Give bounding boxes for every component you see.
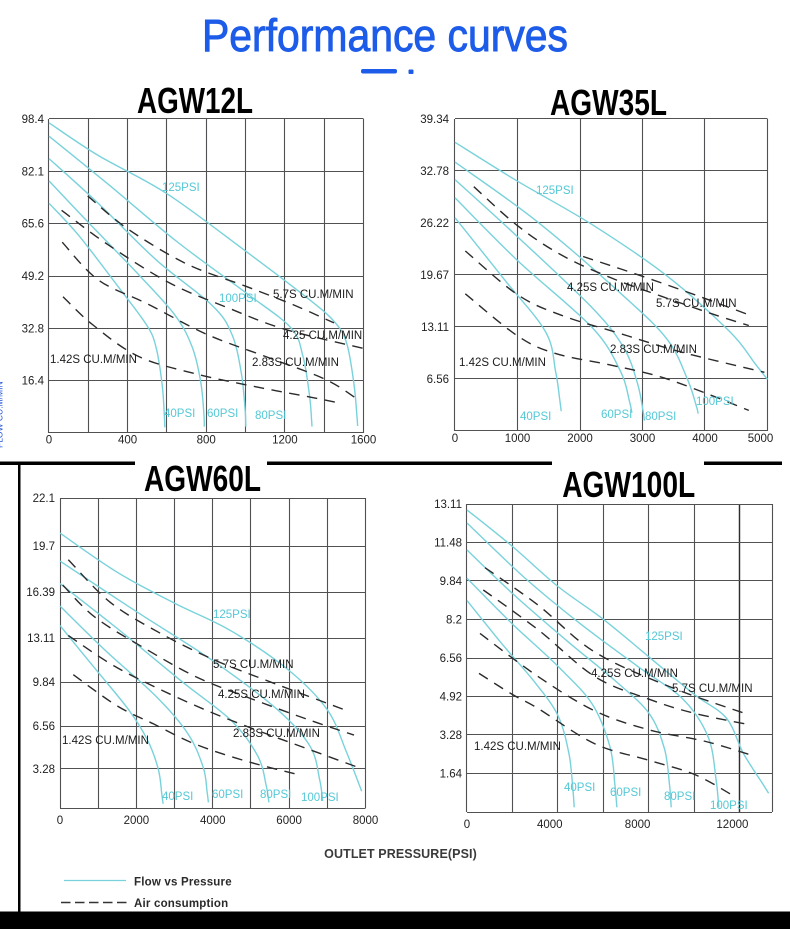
svg-text:100PSI: 100PSI (696, 396, 734, 408)
svg-text:12000: 12000 (716, 819, 748, 831)
svg-text:1.42S CU.M/MIN: 1.42S CU.M/MIN (459, 357, 546, 369)
svg-text:2000: 2000 (124, 815, 150, 827)
svg-text:80PSI: 80PSI (260, 789, 291, 801)
svg-text:60PSI: 60PSI (601, 409, 632, 421)
svg-text:2000: 2000 (567, 433, 593, 445)
svg-text:40PSI: 40PSI (162, 791, 193, 803)
svg-text:65.6: 65.6 (22, 219, 44, 231)
svg-text:6.56: 6.56 (440, 653, 462, 665)
svg-text:1200: 1200 (272, 435, 298, 447)
svg-text:3.28: 3.28 (33, 764, 55, 776)
svg-text:4000: 4000 (200, 815, 226, 827)
svg-text:AGW60L: AGW60L (144, 458, 261, 499)
svg-text:5.7S CU.M/MIN: 5.7S CU.M/MIN (273, 289, 354, 301)
svg-text:49.2: 49.2 (22, 271, 44, 283)
svg-text:4.92: 4.92 (440, 692, 462, 704)
svg-text:400: 400 (118, 435, 137, 447)
svg-text:40PSI: 40PSI (164, 408, 195, 420)
svg-text:19.67: 19.67 (420, 270, 449, 282)
svg-text:82.1: 82.1 (22, 166, 44, 178)
svg-text:4.25 CU.M/MIN: 4.25 CU.M/MIN (283, 330, 362, 342)
svg-text:AGW12L: AGW12L (137, 80, 253, 121)
svg-text:13.11: 13.11 (27, 633, 55, 645)
svg-text:13.11: 13.11 (421, 322, 449, 334)
svg-text:16.4: 16.4 (22, 376, 45, 388)
svg-text:4.25S CU.M/MIN: 4.25S CU.M/MIN (567, 282, 654, 294)
svg-text:Air consumption: Air consumption (134, 898, 228, 910)
svg-text:2.83S CU.M/MIN: 2.83S CU.M/MIN (252, 357, 339, 369)
svg-text:60PSI: 60PSI (610, 787, 641, 799)
svg-text:80PSI: 80PSI (645, 411, 676, 423)
svg-text:100PSI: 100PSI (710, 800, 748, 812)
svg-text:Flow vs Pressure: Flow vs Pressure (134, 877, 232, 889)
svg-text:8.2: 8.2 (446, 615, 462, 627)
svg-text:0: 0 (464, 819, 470, 831)
svg-text:1.42S CU.M/MIN: 1.42S CU.M/MIN (62, 735, 149, 747)
svg-text:39.34: 39.34 (420, 114, 449, 126)
svg-text:60PSI: 60PSI (212, 789, 243, 801)
svg-text:98.4: 98.4 (22, 114, 45, 126)
svg-text:1.42S CU.M/MIN: 1.42S CU.M/MIN (474, 741, 561, 753)
svg-text:100PSI: 100PSI (301, 792, 339, 804)
svg-text:1600: 1600 (351, 435, 377, 447)
svg-text:13.11: 13.11 (434, 499, 462, 511)
svg-text:0: 0 (57, 815, 63, 827)
svg-text:8000: 8000 (625, 819, 651, 831)
svg-text:125PSI: 125PSI (213, 609, 251, 621)
svg-text:80PSI: 80PSI (664, 791, 695, 803)
svg-text:32.8: 32.8 (22, 323, 44, 335)
svg-text:3.28: 3.28 (440, 730, 462, 742)
svg-text:5.7S CU.M/MIN: 5.7S CU.M/MIN (672, 683, 753, 695)
svg-text:0: 0 (452, 433, 458, 445)
svg-text:1.42S CU.M/MIN: 1.42S CU.M/MIN (50, 354, 137, 366)
svg-text:1.64: 1.64 (440, 769, 463, 781)
svg-text:4.25S CU.M/MIN: 4.25S CU.M/MIN (591, 668, 678, 680)
svg-text:19.7: 19.7 (33, 541, 55, 553)
svg-text:6.56: 6.56 (33, 721, 55, 733)
svg-text:4.25S CU.M/MIN: 4.25S CU.M/MIN (218, 689, 305, 701)
svg-text:4000: 4000 (537, 819, 563, 831)
svg-text:2.83S CU.M/MIN: 2.83S CU.M/MIN (233, 728, 320, 740)
svg-text:22.1: 22.1 (33, 493, 55, 505)
svg-text:5.7S CU.M/MIN: 5.7S CU.M/MIN (656, 298, 737, 310)
svg-text:5000: 5000 (748, 433, 774, 445)
svg-text:AGW35L: AGW35L (550, 82, 667, 123)
svg-text:3000: 3000 (630, 433, 656, 445)
svg-text:9.84: 9.84 (33, 677, 56, 689)
svg-text:80PSI: 80PSI (255, 410, 286, 422)
svg-text:40PSI: 40PSI (520, 411, 551, 423)
svg-text:125PSI: 125PSI (536, 185, 574, 197)
svg-text:32.78: 32.78 (420, 166, 449, 178)
svg-text:0: 0 (46, 435, 52, 447)
svg-text:8000: 8000 (353, 815, 379, 827)
svg-text:125PSI: 125PSI (162, 182, 200, 194)
svg-text:125PSI: 125PSI (645, 631, 683, 643)
svg-text:Performance curves: Performance curves (202, 10, 568, 61)
svg-text:AGW100L: AGW100L (562, 464, 695, 505)
svg-text:11.48: 11.48 (434, 538, 462, 550)
svg-text:1000: 1000 (505, 433, 531, 445)
svg-text:4000: 4000 (692, 433, 718, 445)
svg-text:2.83S CU.M/MIN: 2.83S CU.M/MIN (610, 344, 697, 356)
svg-text:FLOW CU.M/MIN: FLOW CU.M/MIN (0, 381, 5, 448)
svg-text:100PSI: 100PSI (219, 293, 257, 305)
svg-text:40PSI: 40PSI (564, 782, 595, 794)
svg-text:6.56: 6.56 (427, 374, 449, 386)
svg-text:5.7S CU.M/MIN: 5.7S CU.M/MIN (213, 659, 294, 671)
svg-text:6000: 6000 (276, 815, 302, 827)
svg-text:OUTLET PRESSURE(PSI): OUTLET PRESSURE(PSI) (324, 847, 477, 861)
svg-text:16.39: 16.39 (26, 587, 55, 599)
svg-text:60PSI: 60PSI (207, 408, 238, 420)
svg-text:800: 800 (197, 435, 216, 447)
svg-text:9.84: 9.84 (440, 576, 463, 588)
svg-text:26.22: 26.22 (420, 218, 449, 230)
